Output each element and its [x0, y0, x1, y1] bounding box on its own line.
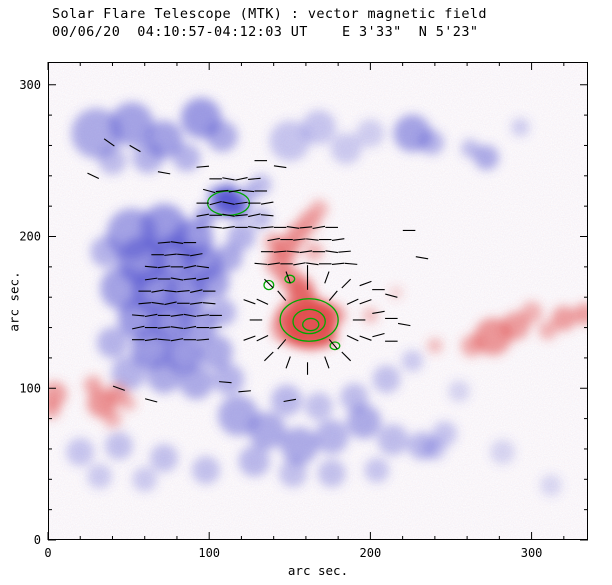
x-axis-label: arc sec.	[287, 563, 349, 578]
svg-text:300: 300	[521, 546, 543, 560]
svg-text:0: 0	[44, 546, 51, 560]
svg-text:200: 200	[19, 230, 41, 244]
svg-text:100: 100	[198, 546, 220, 560]
svg-text:0: 0	[34, 533, 41, 547]
y-axis-label: arc sec.	[6, 271, 22, 332]
chart-subtitle: 00/06/20 04:10:57-04:12:03 UT E 3'33" N …	[52, 24, 479, 40]
svg-text:300: 300	[19, 78, 41, 92]
svg-text:200: 200	[360, 546, 382, 560]
chart-title: Solar Flare Telescope (MTK) : vector mag…	[52, 6, 487, 22]
svg-text:100: 100	[19, 381, 41, 395]
